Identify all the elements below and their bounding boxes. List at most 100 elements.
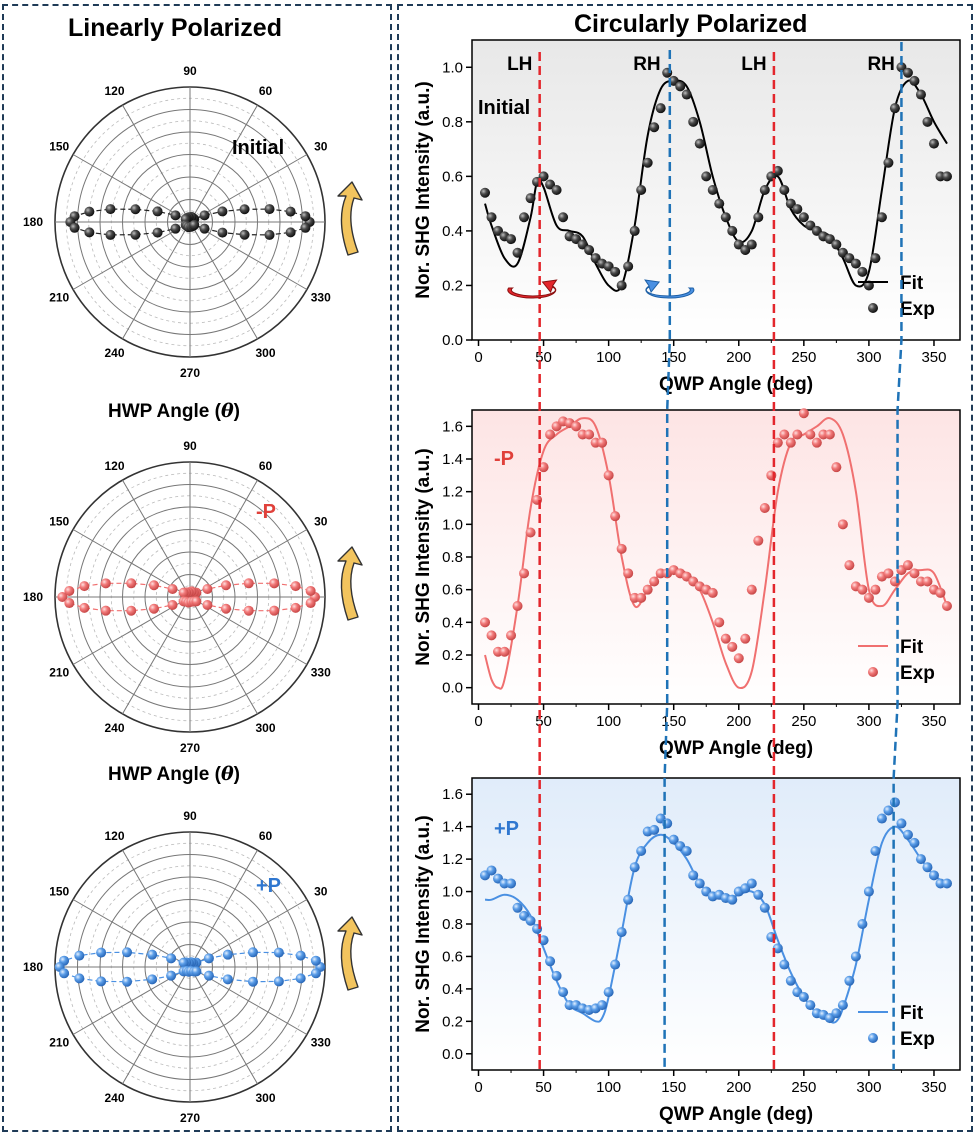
exp-data-point xyxy=(759,185,770,195)
polar-data-point xyxy=(221,580,232,591)
polar-spoke xyxy=(122,596,191,715)
exp-data-point xyxy=(727,894,738,905)
polar-data-point xyxy=(170,223,181,234)
exp-data-point xyxy=(941,878,952,889)
exp-data-point xyxy=(597,437,608,448)
polar-series-label: +P xyxy=(256,875,281,897)
polar-angle-tick: 150 xyxy=(49,885,69,899)
y-tick-label: 0.2 xyxy=(442,647,463,664)
polar-data-point xyxy=(199,210,210,221)
line-series-label: Initial xyxy=(478,97,530,119)
polar-angle-tick: 300 xyxy=(255,721,275,735)
y-tick-label: 0.0 xyxy=(442,332,463,349)
polar-data-point xyxy=(217,227,228,238)
exp-data-point xyxy=(915,854,926,865)
exp-data-point xyxy=(909,568,920,579)
exp-data-point xyxy=(629,862,640,873)
x-tick-label: 350 xyxy=(921,349,946,366)
exp-data-point xyxy=(746,239,757,250)
y-tick-label: 1.0 xyxy=(442,884,463,901)
polar-data-point xyxy=(147,974,158,985)
legend-exp-label: Exp xyxy=(900,663,935,684)
exp-data-point xyxy=(941,601,952,611)
polar-angle-tick: 120 xyxy=(104,84,124,98)
exp-data-point xyxy=(636,846,647,856)
y-tick-label: 1.6 xyxy=(442,418,463,435)
polar-data-point xyxy=(273,947,284,958)
polar-data-point xyxy=(178,957,189,968)
exp-data-point xyxy=(642,157,653,168)
exp-data-point xyxy=(889,103,900,114)
polar-data-point xyxy=(100,578,111,589)
exp-data-point xyxy=(727,225,738,236)
polar-data-point xyxy=(300,222,311,233)
exp-data-point xyxy=(486,212,497,223)
x-tick-label: 0 xyxy=(474,349,482,366)
x-tick-label: 300 xyxy=(856,349,881,366)
polar-angle-tick: 330 xyxy=(311,666,331,680)
polar-spoke xyxy=(189,479,258,598)
polar-data-point xyxy=(64,598,75,609)
polar-angle-tick: 90 xyxy=(183,439,197,453)
exp-data-point xyxy=(551,970,562,981)
polar-angle-tick: 150 xyxy=(49,515,69,529)
y-tick-label: 0.2 xyxy=(442,1013,463,1030)
polar-data-point xyxy=(305,598,316,609)
exp-data-point xyxy=(740,633,751,644)
polar-data-point xyxy=(202,600,213,611)
polar-data-point xyxy=(269,578,280,589)
polar-data-point xyxy=(167,600,178,611)
polar-data-point xyxy=(310,968,321,979)
polar-spoke xyxy=(122,104,191,223)
exp-data-point xyxy=(779,429,790,440)
polar-data-point xyxy=(96,976,107,987)
x-tick-label: 0 xyxy=(474,713,482,730)
x-axis-label: QWP Angle (deg) xyxy=(659,1104,813,1125)
rotation-arrow-icon xyxy=(337,916,363,991)
fit-curve xyxy=(484,417,948,690)
exp-data-point xyxy=(902,67,913,78)
exp-data-point xyxy=(785,437,796,448)
polar-data-point xyxy=(264,204,275,215)
exp-data-point xyxy=(772,943,783,954)
exp-data-point xyxy=(629,225,640,236)
polar-angle-tick: 30 xyxy=(314,515,328,529)
polar-angle-tick: 180 xyxy=(23,960,43,974)
exp-data-point xyxy=(512,247,523,258)
exp-data-point xyxy=(558,212,569,223)
polar-data-point xyxy=(290,602,301,613)
polar-data-point xyxy=(148,603,159,614)
y-tick-label: 0.0 xyxy=(442,1046,463,1063)
exp-data-point xyxy=(798,408,809,419)
polar-angle-tick: 120 xyxy=(104,829,124,843)
exp-data-point xyxy=(675,81,686,92)
polar-data-point xyxy=(105,204,116,215)
x-tick-label: 200 xyxy=(726,349,751,366)
legend-exp-label: Exp xyxy=(900,299,935,320)
polar-data-point xyxy=(222,974,233,985)
exp-data-point xyxy=(584,429,595,440)
polar-data-point xyxy=(310,955,321,966)
exp-data-point xyxy=(610,959,621,970)
y-tick-label: 1.0 xyxy=(442,59,463,76)
exp-data-point xyxy=(883,157,894,168)
plot-area xyxy=(471,409,961,705)
polar-data-point xyxy=(84,206,95,217)
exp-data-point xyxy=(928,870,939,881)
polar-angle-tick: 330 xyxy=(311,291,331,305)
plot-area xyxy=(471,777,961,1071)
polar-data-point xyxy=(178,587,189,598)
polar-angle-tick: 210 xyxy=(49,666,69,680)
y-tick-label: 0.6 xyxy=(442,948,463,965)
exp-data-point xyxy=(597,1000,608,1011)
exp-data-point xyxy=(649,576,660,587)
x-tick-label: 200 xyxy=(726,1079,751,1096)
lh-rh-guide-lines: LH RH LH RH xyxy=(507,42,903,1070)
y-tick-label: 1.4 xyxy=(442,451,463,468)
exp-data-point xyxy=(610,511,621,522)
exp-data-point xyxy=(805,1000,816,1011)
exp-data-point xyxy=(551,185,562,195)
polar-plot-2: 9060300330300270240210180150120-P xyxy=(23,439,363,755)
exp-data-point xyxy=(486,630,497,641)
